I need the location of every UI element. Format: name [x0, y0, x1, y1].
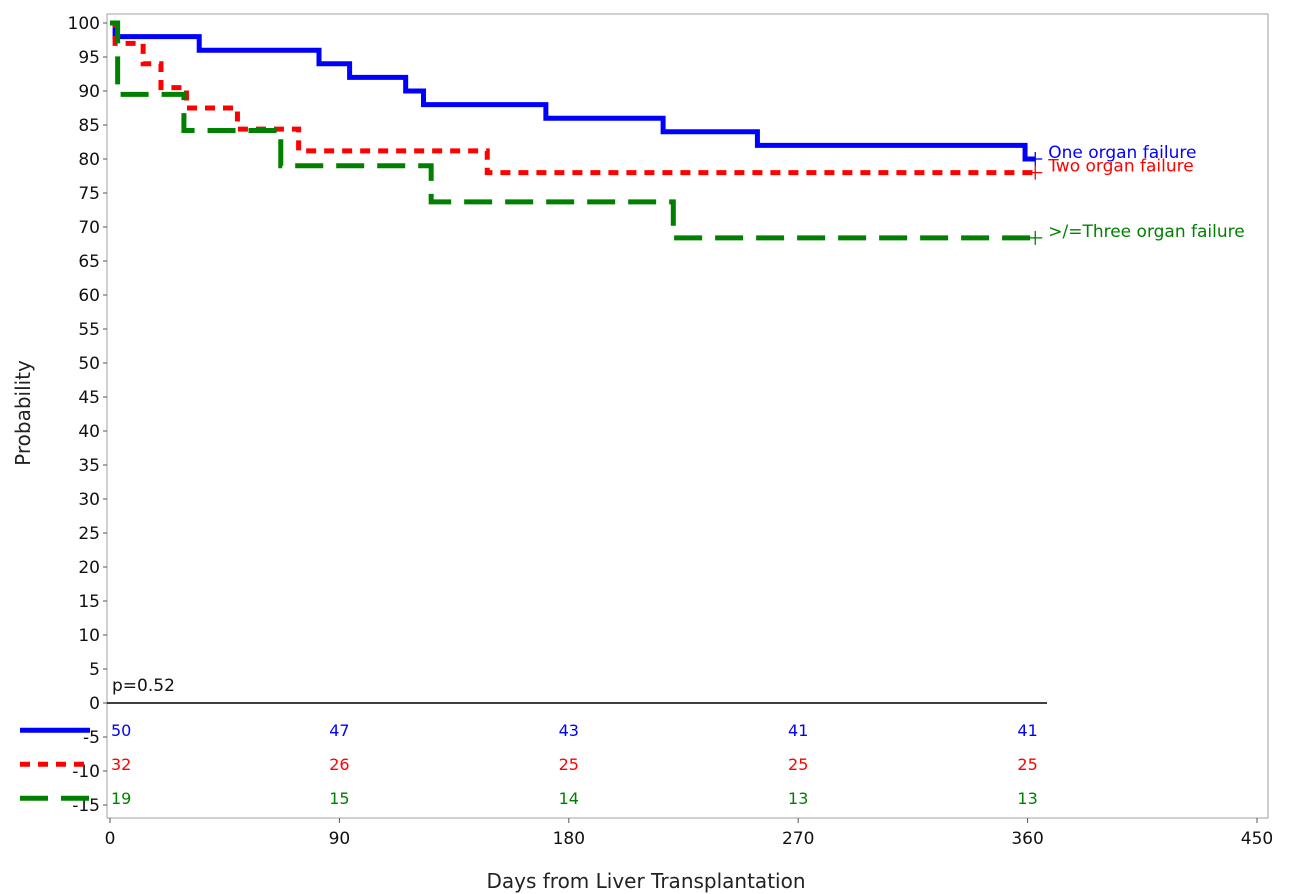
y-tick-label: 55 [78, 320, 100, 340]
risk-table-legend [20, 727, 90, 801]
x-tick-label: 270 [782, 829, 814, 849]
y-tick-label: 40 [78, 422, 100, 442]
x-tick-label: 180 [553, 829, 585, 849]
x-tick-label: 90 [329, 829, 351, 849]
y-tick-label: 100 [68, 14, 100, 34]
at-risk-count: 43 [559, 721, 579, 740]
series-label-1: One organ failure [1048, 143, 1196, 163]
at-risk-count: 13 [1017, 789, 1037, 808]
series-label-3: >/=Three organ failure [1048, 222, 1245, 242]
survival-curves [110, 20, 1036, 241]
censor-marks [1028, 152, 1043, 245]
p-value-annotation: p=0.52 [112, 676, 175, 696]
plot-frame [106, 13, 1269, 819]
y-tick-label: 30 [78, 490, 100, 510]
y-tick-label: 25 [78, 524, 100, 544]
y-axis-title: Probability [11, 360, 35, 466]
y-tick-label: 10 [78, 626, 100, 646]
at-risk-count: 25 [1017, 755, 1037, 774]
at-risk-count: 19 [111, 789, 131, 808]
y-tick-label: 50 [78, 354, 100, 374]
x-axis-ticks: 0 90 180 270 360 450 [105, 818, 1273, 849]
x-tick-label: 0 [105, 829, 116, 849]
y-tick-label: 15 [78, 592, 100, 612]
x-axis-title: Days from Liver Transplantation [486, 869, 805, 893]
y-tick-label: 95 [78, 48, 100, 68]
y-tick-label: 5 [89, 660, 100, 680]
at-risk-count: 14 [559, 789, 579, 808]
at-risk-count: 47 [329, 721, 349, 740]
y-tick-label: -15 [72, 796, 100, 816]
y-tick-label: 60 [78, 286, 100, 306]
number-at-risk-table: 50 47 43 41 41 32 26 25 25 25 19 15 14 13 13 [111, 721, 1038, 808]
survival-curve-3 [110, 20, 1036, 241]
survival-curve-1 [110, 20, 1036, 162]
at-risk-count: 41 [788, 721, 808, 740]
y-axis-ticks: 1009590858075706560555045403530252015105… [68, 14, 107, 816]
y-tick-label: 70 [78, 218, 100, 238]
at-risk-count: 13 [788, 789, 808, 808]
y-tick-label: 45 [78, 388, 100, 408]
y-tick-label: 65 [78, 252, 100, 272]
y-tick-label: 20 [78, 558, 100, 578]
y-tick-label: 0 [89, 694, 100, 714]
at-risk-count: 15 [329, 789, 349, 808]
x-tick-label: 360 [1011, 829, 1043, 849]
survival-curve-2 [110, 20, 1036, 176]
at-risk-count: 41 [1017, 721, 1037, 740]
x-tick-label: 450 [1241, 829, 1273, 849]
at-risk-count: 26 [329, 755, 349, 774]
y-tick-label: -10 [72, 762, 100, 782]
y-tick-label: 90 [78, 82, 100, 102]
y-tick-label: 35 [78, 456, 100, 476]
y-tick-label: 75 [78, 184, 100, 204]
at-risk-count: 50 [111, 721, 131, 740]
at-risk-count: 25 [559, 755, 579, 774]
at-risk-count: 32 [111, 755, 131, 774]
y-tick-label: -5 [83, 728, 100, 748]
y-tick-label: 85 [78, 116, 100, 136]
y-tick-label: 80 [78, 150, 100, 170]
at-risk-count: 25 [788, 755, 808, 774]
series-label-2: Two organ failure [1047, 157, 1193, 177]
